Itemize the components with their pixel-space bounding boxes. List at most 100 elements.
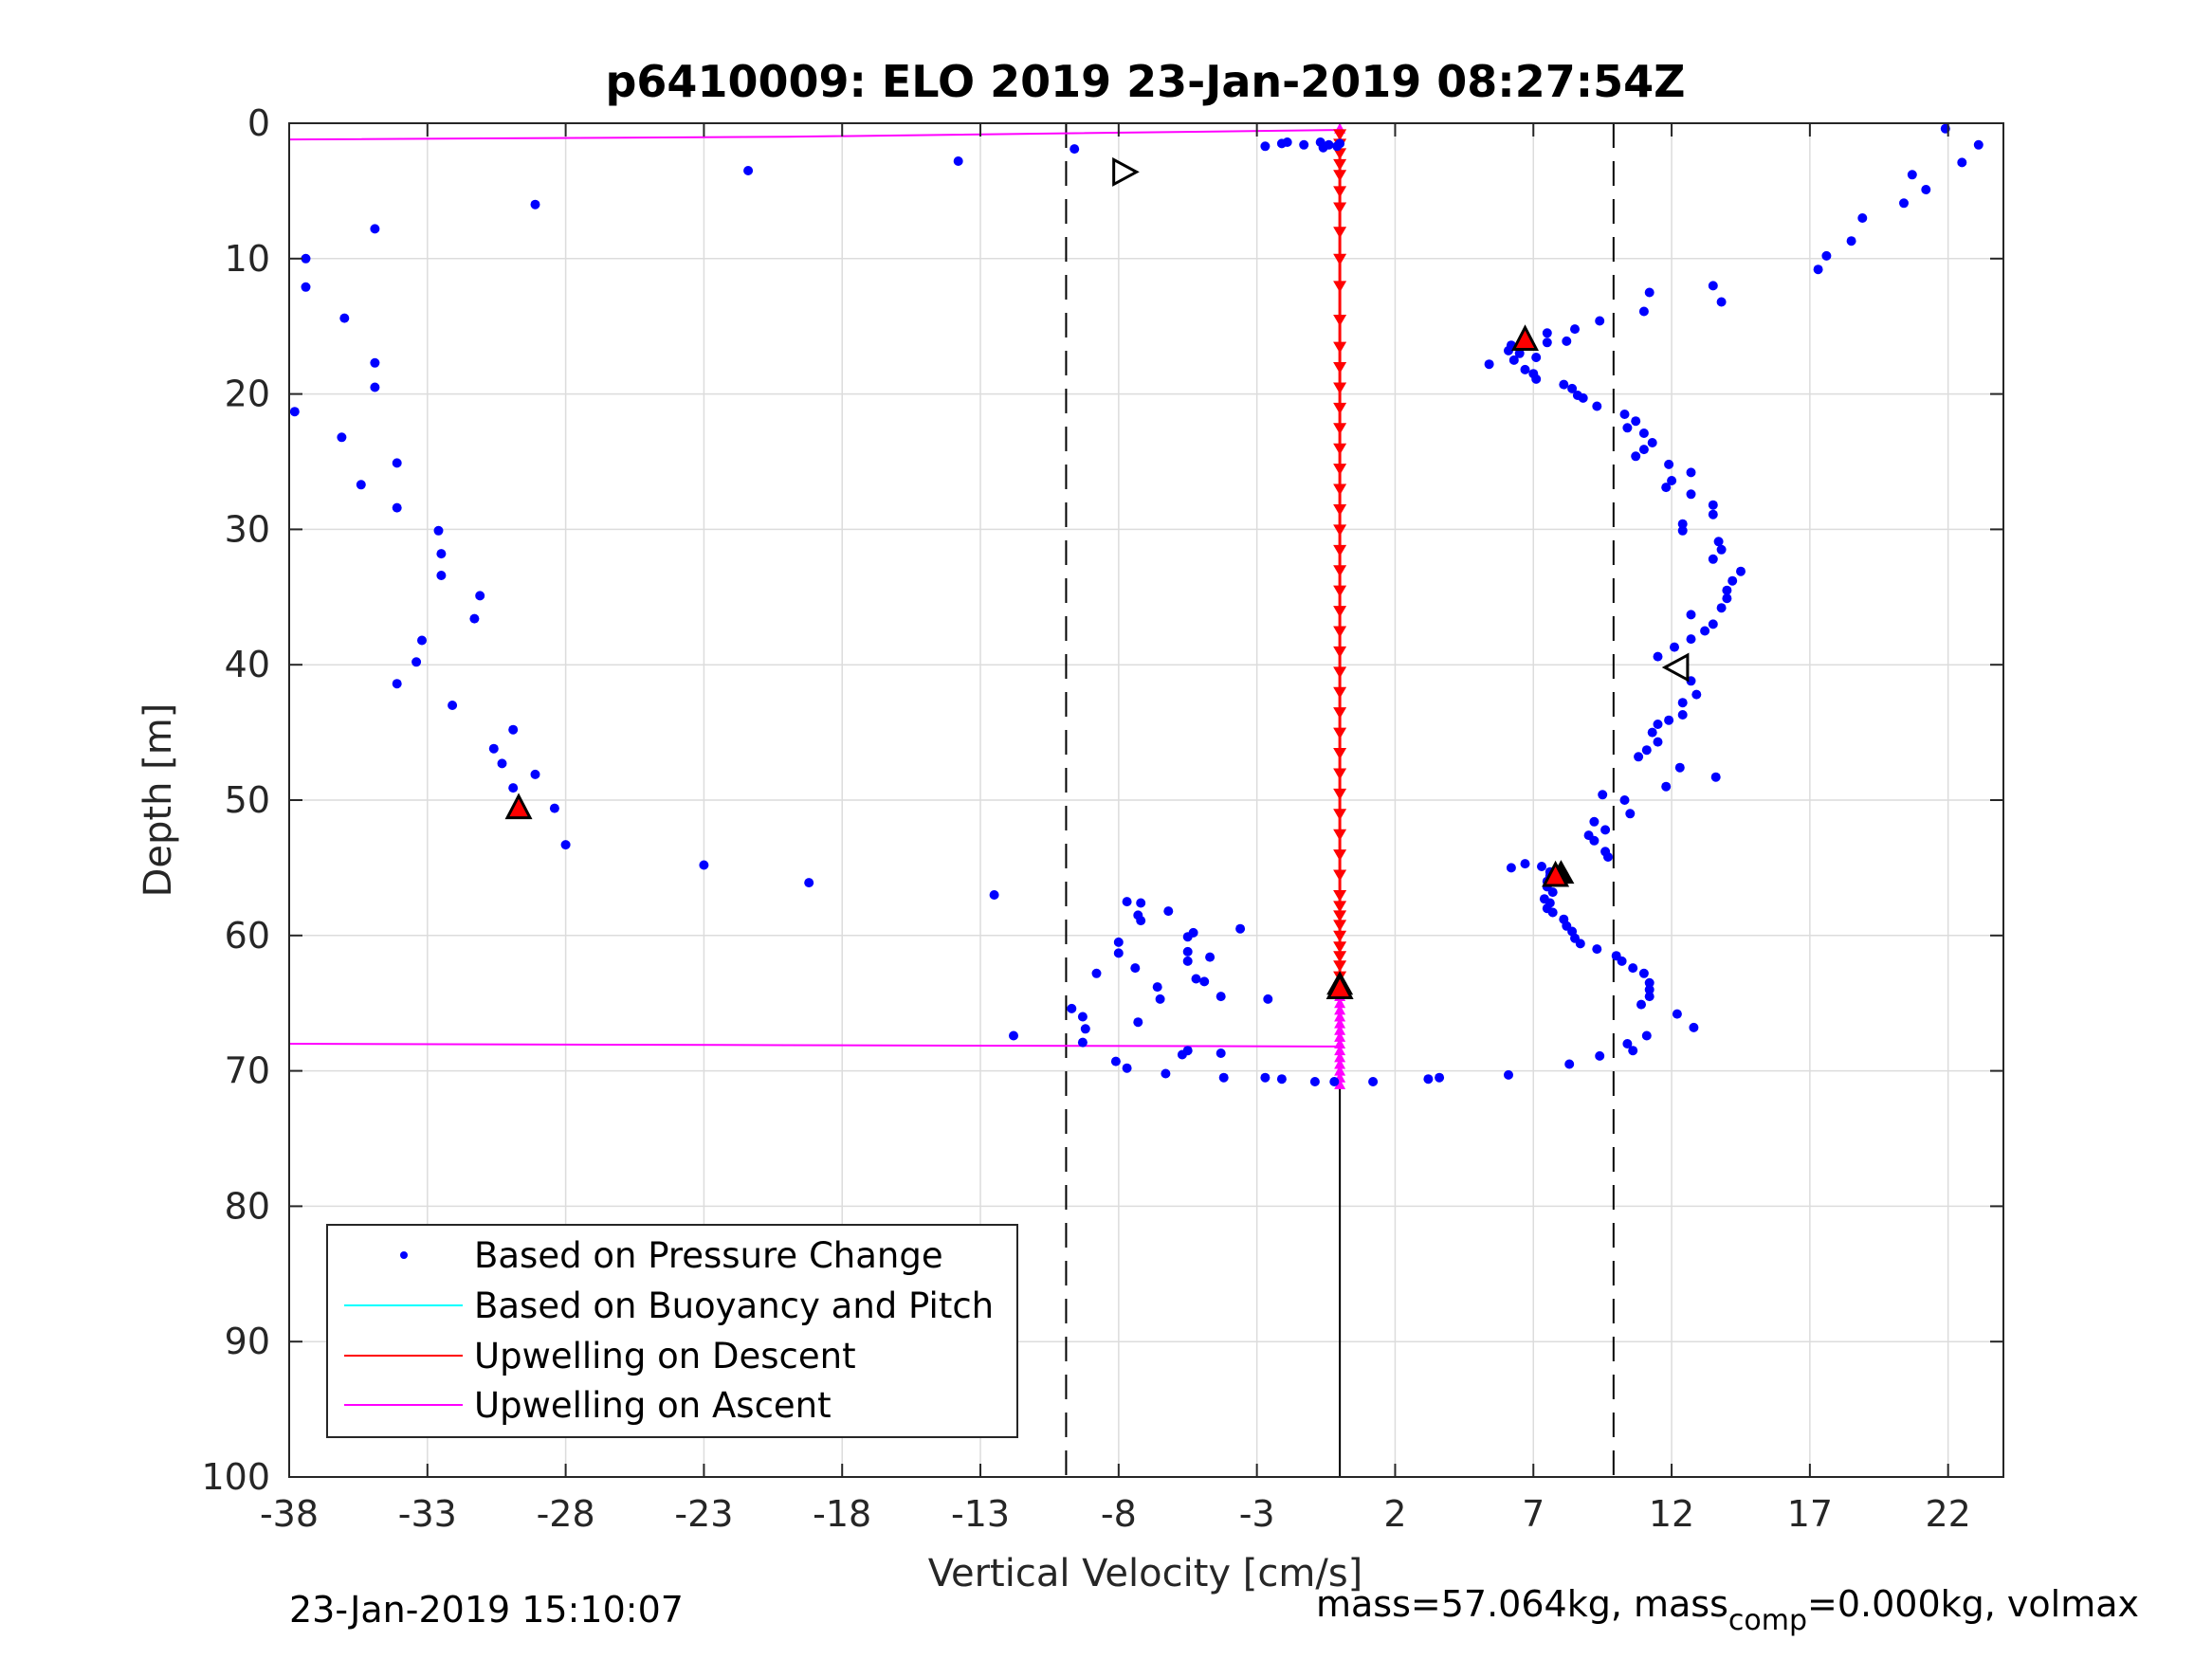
- y-tick-label: 0: [247, 102, 270, 144]
- descent-marker: [1333, 362, 1347, 374]
- x-tick-label: -28: [537, 1493, 595, 1535]
- pressure-point: [1547, 907, 1558, 918]
- ascent-series: [288, 122, 1346, 1089]
- pressure-point: [1677, 525, 1688, 536]
- pressure-point: [1133, 1017, 1143, 1028]
- pressure-point: [1631, 451, 1641, 462]
- pressure-point: [1077, 1037, 1088, 1048]
- pressure-point: [804, 878, 814, 888]
- descent-marker: [1333, 809, 1347, 821]
- descent-marker: [1333, 707, 1347, 720]
- hollow-triangle-right-marker: [1112, 156, 1140, 187]
- x-tick-label: -38: [260, 1493, 319, 1535]
- pressure-point: [1592, 401, 1602, 411]
- pressure-point: [1595, 1050, 1605, 1061]
- pressure-point: [1667, 476, 1677, 485]
- pressure-point: [1661, 781, 1672, 792]
- pressure-point: [1218, 1072, 1229, 1083]
- pressure-point: [1674, 762, 1685, 773]
- pressure-point: [1067, 1003, 1077, 1013]
- pressure-point: [1592, 944, 1602, 955]
- pressure-point: [1641, 1030, 1652, 1041]
- descent-marker: [1333, 148, 1347, 160]
- pressure-point: [1661, 483, 1672, 493]
- pressure-point: [1619, 410, 1630, 419]
- pressure-point: [1708, 619, 1718, 629]
- x-tick-label: 12: [1649, 1493, 1694, 1535]
- y-tick-label: 90: [225, 1321, 270, 1362]
- pressure-point: [417, 635, 427, 646]
- pressure-point: [1542, 328, 1552, 338]
- pressure-point: [1708, 509, 1718, 520]
- pressure-point: [1736, 566, 1746, 576]
- pressure-point: [1644, 287, 1654, 298]
- pressure-point: [337, 432, 347, 443]
- descent-marker: [1333, 158, 1347, 171]
- pressure-point: [1260, 141, 1271, 152]
- y-tick-label: 10: [225, 238, 270, 280]
- pressure-point: [1136, 898, 1146, 908]
- axis-ticks: -38 -33 -28 -23 -18 -13 -8 -3 2 7 12 17 22 0 10 20 30 40 5…: [201, 102, 2003, 1535]
- descent-marker: [1333, 666, 1347, 679]
- pressure-point: [1857, 213, 1868, 223]
- pressure-point: [1122, 1063, 1132, 1073]
- pressure-point: [339, 313, 350, 323]
- footer-mass-sub: comp: [1728, 1604, 1808, 1637]
- pressure-point: [1846, 236, 1856, 246]
- pressure-point: [370, 357, 380, 368]
- pressure-point: [1595, 316, 1605, 326]
- pressure-point: [1672, 1009, 1682, 1019]
- pressure-point: [1691, 689, 1702, 700]
- pressure-point: [1670, 642, 1679, 652]
- pressure-point: [530, 769, 540, 779]
- pressure-point: [1686, 610, 1696, 620]
- descent-marker: [1333, 186, 1347, 198]
- pressure-point: [1130, 963, 1141, 974]
- descent-marker: [1333, 341, 1347, 354]
- legend-box: [326, 1224, 1018, 1438]
- pressure-point: [1686, 467, 1696, 478]
- pressure-point: [1689, 1022, 1699, 1032]
- pressure-point: [1598, 790, 1608, 800]
- pressure-point: [1821, 250, 1832, 261]
- pressure-point: [1531, 353, 1542, 362]
- pressure-point: [1664, 715, 1674, 725]
- pressure-point: [497, 758, 507, 769]
- pressure-point: [1504, 345, 1513, 356]
- pressure-point: [1700, 626, 1710, 636]
- pressure-point: [1182, 956, 1193, 966]
- x-tick-label: 22: [1925, 1493, 1970, 1535]
- pressure-point: [1634, 752, 1644, 762]
- pressure-point: [1520, 364, 1530, 374]
- pressure-point: [1575, 939, 1585, 949]
- pressure-point: [1716, 297, 1727, 307]
- pressure-point: [1155, 994, 1165, 1004]
- pressure-point: [1589, 816, 1600, 827]
- x-tick-label: -8: [1101, 1493, 1137, 1535]
- pressure-point: [1161, 1068, 1171, 1079]
- pressure-point: [1722, 585, 1732, 595]
- pressure-point: [1216, 1048, 1226, 1058]
- y-tick-label: 100: [201, 1456, 270, 1498]
- x-tick-label: -3: [1239, 1493, 1275, 1535]
- descent-marker: [1333, 402, 1347, 414]
- pressure-point: [448, 701, 458, 710]
- x-tick-label: -23: [674, 1493, 733, 1535]
- pressure-point: [1133, 910, 1143, 921]
- pressure-point: [1628, 1046, 1638, 1056]
- ascent-line-top: [288, 129, 1341, 141]
- footer-mass-text: mass=57.064kg, mass: [1316, 1583, 1728, 1625]
- pressure-point: [1600, 825, 1611, 835]
- pressure-point: [1644, 992, 1654, 1002]
- pressure-point: [1708, 281, 1718, 291]
- pressure-point: [1205, 952, 1216, 962]
- pressure-point: [1484, 359, 1494, 370]
- pressure-point: [1677, 710, 1688, 720]
- pressure-point: [1263, 994, 1273, 1004]
- descent-marker: [1333, 253, 1347, 265]
- pressure-point: [1716, 603, 1727, 613]
- red-triangle-marker: [504, 793, 533, 820]
- pressure-point: [1282, 137, 1292, 147]
- pressure-point: [1318, 142, 1328, 153]
- legend-label-descent: Upwelling on Descent: [474, 1336, 856, 1376]
